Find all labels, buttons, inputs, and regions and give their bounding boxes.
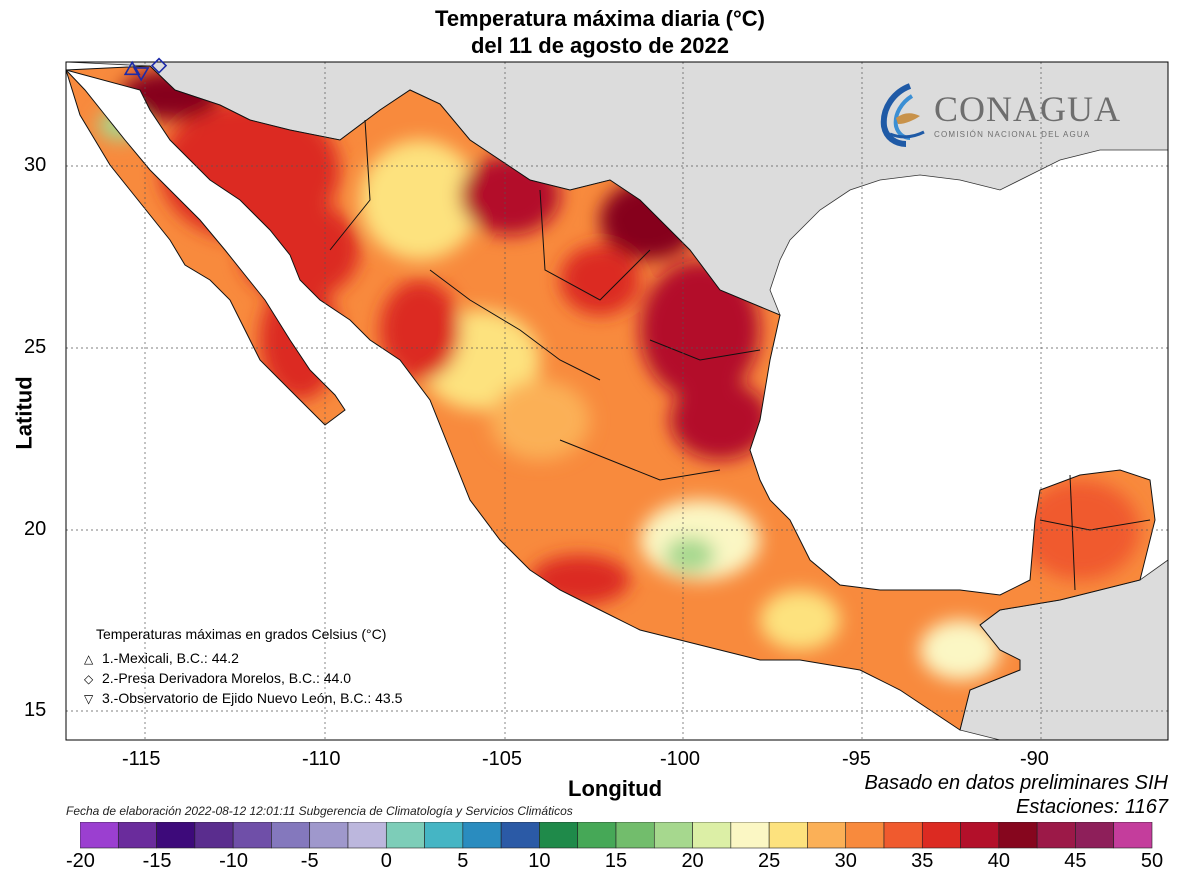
colorbar-swatch	[960, 822, 1000, 849]
colorbar-label: -20	[66, 850, 95, 872]
legend-item: ▽ 3.-Observatorio de Ejido Nuevo León, B.…	[84, 690, 402, 706]
colorbar-swatch	[998, 822, 1038, 849]
y-tick-label: 25	[24, 336, 47, 358]
station-count: Estaciones: 1167	[1016, 796, 1168, 818]
x-tick-label: -115	[122, 748, 161, 770]
colorbar-swatch	[117, 822, 157, 849]
colorbar-swatch	[80, 822, 119, 849]
triangle-down-icon: ▽	[84, 692, 94, 706]
colorbar-swatch	[883, 822, 923, 849]
colorbar-swatch	[1075, 822, 1115, 849]
colorbar-label: 40	[987, 850, 1010, 872]
colorbar-label: 20	[681, 850, 704, 872]
colorbar-swatch	[692, 822, 732, 849]
legend-item: ◇ 2.-Presa Derivadora Morelos, B.C.: 44.0	[84, 670, 351, 686]
y-tick-label: 15	[24, 699, 47, 721]
diamond-icon: ◇	[84, 672, 94, 686]
legend-item-text: 2.-Presa Derivadora Morelos, B.C.: 44.0	[102, 670, 351, 686]
colorbar-label: 0	[380, 850, 392, 872]
colorbar-swatch	[156, 822, 196, 849]
conagua-logo-subtitle: COMISIÓN NACIONAL DEL AGUA	[934, 130, 1091, 139]
colorbar-label: 15	[604, 850, 628, 872]
legend-item: △ 1.-Mexicali, B.C.: 44.2	[84, 650, 239, 666]
colorbar-swatch	[653, 822, 693, 849]
colorbar-swatch	[385, 822, 425, 849]
colorbar-swatch	[232, 822, 272, 849]
map-title-line1: Temperatura máxima diaria (°C)	[435, 6, 765, 31]
colorbar-swatch	[1113, 822, 1153, 849]
colorbar-swatch	[921, 822, 961, 849]
colorbar-swatch	[577, 822, 617, 849]
x-tick-label: -90	[1020, 748, 1049, 770]
colorbar-swatch	[194, 822, 234, 849]
colorbar-swatch	[539, 822, 579, 849]
triangle-up-icon: △	[84, 652, 94, 666]
colorbar-swatch	[309, 822, 349, 849]
colorbar-swatch	[347, 822, 387, 849]
station-marker	[150, 57, 168, 74]
station-marker	[132, 67, 150, 82]
legend-title: Temperaturas máximas en grados Celsius (…	[96, 626, 387, 642]
conagua-logo-icon	[880, 83, 925, 147]
conagua-logo-name: CONAGUA	[934, 89, 1121, 129]
colorbar-label: 35	[911, 850, 934, 872]
y-tick-label: 20	[24, 518, 47, 540]
map-title-line2: del 11 de agosto de 2022	[470, 33, 729, 58]
production-date: Fecha de elaboración 2022-08-12 12:01:11…	[66, 804, 573, 818]
colorbar-swatch	[768, 822, 808, 849]
x-tick-label: -110	[302, 748, 341, 770]
legend-item-text: 1.-Mexicali, B.C.: 44.2	[102, 650, 239, 666]
colorbar-label: 50	[1140, 850, 1164, 872]
colorbar-swatch	[730, 822, 770, 849]
x-tick-label: -100	[660, 748, 701, 770]
x-axis-label: Longitud	[568, 776, 663, 801]
colorbar-label: -10	[219, 850, 249, 872]
colorbar-swatch	[845, 822, 885, 849]
colorbar-label: -5	[300, 850, 319, 872]
colorbar-label: 25	[758, 850, 781, 872]
colorbar-label: 45	[1064, 850, 1087, 872]
colorbar-label: 30	[834, 850, 857, 872]
colorbar-label: 5	[457, 850, 469, 872]
colorbar-swatch	[424, 822, 464, 849]
colorbar-label: -15	[142, 850, 172, 872]
colorbar-swatch	[271, 822, 311, 849]
data-source-note: Basado en datos preliminares SIH	[864, 772, 1169, 794]
colorbar-swatch	[462, 822, 502, 849]
colorbar-label: 10	[528, 850, 551, 872]
x-tick-label: -105	[482, 748, 523, 770]
colorbar-swatch	[1036, 822, 1076, 849]
colorbar	[80, 822, 1153, 849]
legend-item-text: 3.-Observatorio de Ejido Nuevo León, B.C…	[102, 690, 403, 706]
colorbar-swatch	[615, 822, 655, 849]
x-tick-label: -95	[842, 748, 871, 770]
colorbar-swatch	[500, 822, 540, 849]
y-axis-label: Latitud	[11, 376, 37, 450]
colorbar-swatch	[807, 822, 847, 849]
y-tick-label: 30	[24, 154, 47, 176]
